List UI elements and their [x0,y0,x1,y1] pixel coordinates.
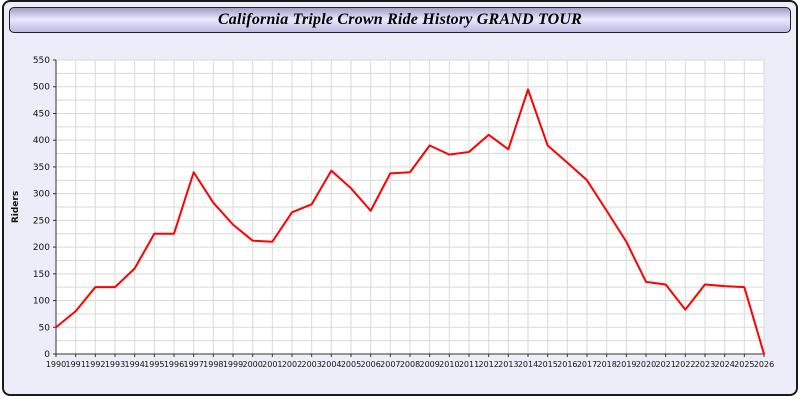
svg-text:2006: 2006 [360,360,380,369]
svg-text:2001: 2001 [262,360,282,369]
svg-text:1997: 1997 [183,360,203,369]
svg-text:2020: 2020 [636,360,656,369]
svg-text:2009: 2009 [419,360,439,369]
svg-text:2016: 2016 [557,360,577,369]
riders-line-chart: 1990 1991 1992 1993 1994 1995 1996 1997 1998 1999… [11,56,774,369]
svg-text:300: 300 [33,190,50,200]
svg-text:2018: 2018 [596,360,616,369]
svg-text:2010: 2010 [439,360,459,369]
svg-text:2000: 2000 [242,360,262,369]
svg-text:2015: 2015 [537,360,557,369]
svg-text:150: 150 [33,270,50,280]
svg-text:100: 100 [33,297,50,307]
svg-text:400: 400 [33,136,50,146]
svg-text:2003: 2003 [301,360,321,369]
svg-text:1996: 1996 [164,360,184,369]
svg-text:1999: 1999 [223,360,243,369]
svg-text:2002: 2002 [282,360,302,369]
svg-text:2012: 2012 [478,360,498,369]
svg-text:1992: 1992 [85,360,105,369]
svg-text:2025: 2025 [734,360,754,369]
svg-text:1998: 1998 [203,360,223,369]
svg-text:1994: 1994 [124,360,144,369]
svg-text:250: 250 [33,216,50,226]
svg-text:200: 200 [33,243,50,253]
svg-text:2013: 2013 [498,360,518,369]
svg-text:2005: 2005 [341,360,361,369]
svg-text:2026: 2026 [754,360,774,369]
svg-text:2017: 2017 [577,360,597,369]
svg-text:2014: 2014 [518,360,538,369]
svg-text:2007: 2007 [380,360,400,369]
svg-text:1990: 1990 [46,360,66,369]
svg-text:2024: 2024 [714,360,734,369]
svg-text:2022: 2022 [675,360,695,369]
svg-text:2019: 2019 [616,360,636,369]
svg-text:500: 500 [33,83,50,93]
svg-text:1991: 1991 [65,360,85,369]
svg-text:350: 350 [33,163,50,173]
svg-text:550: 550 [33,56,50,66]
svg-text:2008: 2008 [400,360,420,369]
svg-text:2004: 2004 [321,360,341,369]
svg-text:0: 0 [44,350,50,360]
svg-text:450: 450 [33,109,50,119]
svg-text:1995: 1995 [144,360,164,369]
chart-area: 1990 1991 1992 1993 1994 1995 1996 1997 1998 1999… [4,38,796,394]
chart-title-bar: California Triple Crown Ride History GRA… [9,7,791,33]
svg-text:2011: 2011 [459,360,479,369]
svg-text:2023: 2023 [695,360,715,369]
svg-text:50: 50 [39,323,51,333]
svg-text:2021: 2021 [655,360,675,369]
svg-text:Riders: Riders [11,191,21,223]
svg-text:1993: 1993 [105,360,125,369]
chart-title: California Triple Crown Ride History GRA… [217,11,583,28]
